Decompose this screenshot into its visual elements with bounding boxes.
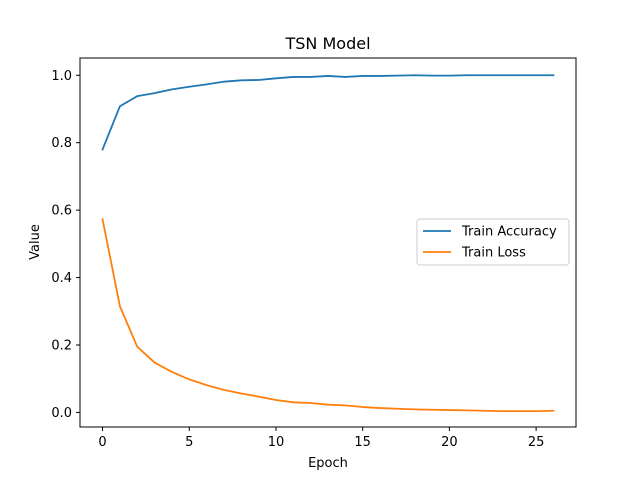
x-tick-label: 5: [185, 435, 193, 450]
legend-items: Train Accuracy Train Loss: [423, 225, 557, 261]
series-layer: [101, 74, 555, 412]
legend-label: Train Loss: [461, 246, 526, 261]
x-axis-ticks: 0 5 10 15 20 25: [98, 427, 544, 450]
y-tick-label: 0.8: [51, 136, 72, 151]
legend-label: Train Accuracy: [461, 225, 557, 240]
legend-box: [416, 218, 570, 266]
x-tick-label: 20: [441, 435, 458, 450]
y-axis-ticks: 0.0 0.2 0.4 0.6 0.8 1.0: [51, 69, 80, 421]
series-line-train-loss: [101, 218, 555, 412]
plot-frame: [79, 57, 577, 428]
y-tick-label: 0.6: [51, 204, 72, 219]
y-tick-label: 0.4: [51, 271, 72, 286]
chart-title: TSN Model: [284, 34, 370, 53]
x-tick-label: 15: [354, 435, 371, 450]
y-tick-label: 0.0: [51, 406, 72, 421]
x-tick-label: 0: [98, 435, 106, 450]
x-tick-label: 10: [268, 435, 285, 450]
y-tick-label: 1.0: [51, 69, 72, 84]
y-tick-label: 0.2: [51, 339, 72, 354]
series-line-train-accuracy: [101, 74, 555, 151]
legend: Train Accuracy Train Loss: [416, 218, 570, 266]
x-axis-label: Epoch: [308, 456, 348, 471]
y-axis-label: Value: [28, 224, 43, 260]
x-tick-label: 25: [528, 435, 545, 450]
